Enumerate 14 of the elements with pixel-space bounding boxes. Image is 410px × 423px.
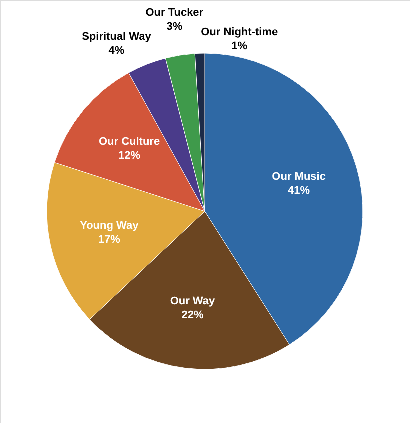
data-label: 3% [166,20,183,33]
data-label: 1% [232,40,248,53]
data-label: 17% [98,234,121,246]
slice-label: Our Night-time [201,26,278,39]
slice-label: Our Music [272,171,326,184]
slice-label: Young Way [80,220,140,232]
data-label: 22% [182,310,204,322]
data-label: 12% [118,150,141,162]
slice-label: Our Tucker [146,6,204,19]
slice-label: Spiritual Way [82,31,152,44]
data-label: 41% [288,185,310,198]
slice-label: Our Way [170,296,216,308]
data-label: 4% [108,45,125,58]
slice-label: Our Culture [98,136,160,148]
